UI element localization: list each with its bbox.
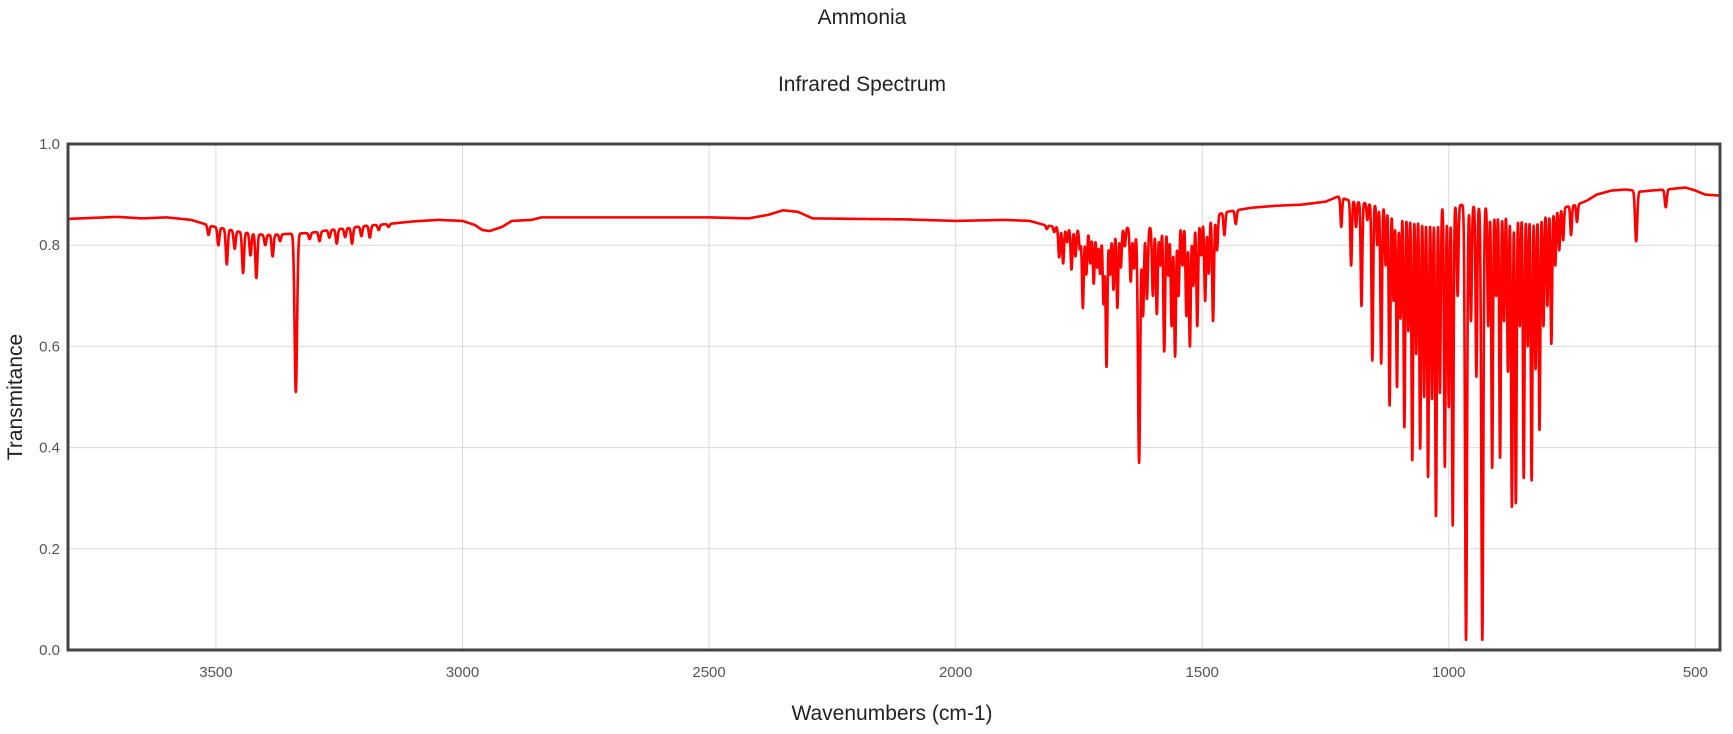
x-axis-title: Wavenumbers (cm-1) — [791, 702, 992, 725]
x-tick-label: 3000 — [446, 664, 479, 681]
x-tick-label: 2500 — [692, 664, 725, 681]
spectrum-line — [66, 186, 1722, 642]
y-tick-label: 0.8 — [39, 237, 60, 254]
y-tick-label: 0.4 — [39, 440, 60, 457]
y-tick-label: 0.6 — [39, 338, 60, 355]
chart-subtitle: Infrared Spectrum — [778, 73, 946, 96]
series-layer — [66, 186, 1722, 642]
y-axis-ticks: 0.0 0.2 0.4 0.6 0.8 1.0 — [39, 136, 60, 659]
y-tick-label: 0.0 — [39, 642, 60, 659]
x-tick-label: 2000 — [939, 664, 972, 681]
x-tick-label: 500 — [1683, 664, 1708, 681]
chart-title: Ammonia — [818, 6, 907, 29]
x-tick-label: 1000 — [1432, 664, 1465, 681]
y-axis-title: Transmitance — [4, 334, 27, 460]
y-tick-label: 0.2 — [39, 541, 60, 558]
x-tick-label: 3500 — [199, 664, 232, 681]
plot-frame — [66, 142, 1722, 652]
x-axis-ticks: 3500 3000 2500 2000 1500 1000 500 — [199, 664, 1708, 681]
x-tick-label: 1500 — [1186, 664, 1219, 681]
y-tick-label: 1.0 — [39, 136, 60, 153]
